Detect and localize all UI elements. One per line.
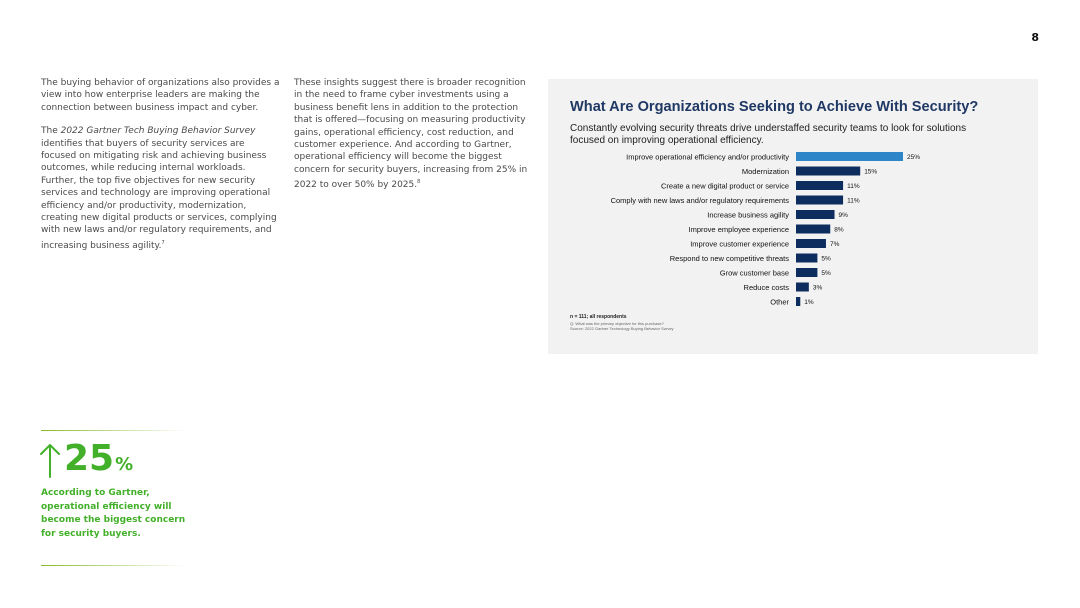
category-label: Reduce costs — [744, 283, 790, 292]
stat-number: 25 — [64, 438, 115, 479]
left-paragraph-2-body: identifies that buyers of security servi… — [41, 138, 277, 251]
page-number: 8 — [1031, 31, 1039, 44]
category-label: Increase business agility — [707, 211, 789, 220]
bar-value-label: 9% — [839, 212, 849, 219]
category-label: Other — [770, 298, 789, 307]
category-label: Improve customer experience — [690, 240, 789, 249]
category-label: Grow customer base — [720, 269, 789, 278]
bar-value-label: 8% — [834, 227, 844, 234]
middle-paragraph-1: These insights suggest there is broader … — [294, 77, 529, 192]
stat-unit: % — [115, 454, 134, 475]
category-label: Create a new digital product or service — [661, 182, 789, 191]
bar — [796, 181, 844, 190]
bar — [796, 268, 818, 277]
bar — [796, 152, 903, 161]
bar-value-label: 7% — [830, 241, 840, 248]
footnote-ref-8: 8 — [417, 179, 421, 186]
left-paragraph-1: The buying behavior of organizations als… — [41, 78, 280, 113]
chart-panel: What Are Organizations Seeking to Achiev… — [548, 79, 1038, 354]
category-label: Modernization — [742, 167, 789, 176]
category-label: Improve employee experience — [689, 225, 789, 234]
bar-value-label: 5% — [821, 270, 831, 277]
category-label: Respond to new competitive threats — [670, 254, 789, 263]
chart-subtitle: Constantly evolving security threats dri… — [570, 123, 967, 146]
middle-paragraph-1-body: These insights suggest there is broader … — [294, 78, 528, 191]
bar — [796, 282, 809, 292]
stat-caption: According to Gartner, operational effici… — [41, 488, 186, 539]
stat-divider-top — [41, 430, 186, 431]
middle-text-column: These insights suggest there is broader … — [294, 77, 529, 203]
bar — [796, 210, 835, 219]
chart-source: Source: 2022 Gartner Technology Buying B… — [570, 326, 674, 331]
up-arrow-icon — [40, 444, 60, 478]
stat-divider-bottom — [41, 565, 186, 566]
bar-value-label: 1% — [804, 299, 814, 306]
footnote-ref-7: 7 — [161, 239, 165, 246]
chart-question: Q: What was the primary objective for th… — [570, 321, 664, 326]
survey-title: 2022 Gartner Tech Buying Behavior Survey — [60, 126, 256, 137]
bar-chart: Improve operational efficiency and/or pr… — [611, 152, 920, 307]
left-paragraph-2: The 2022 Gartner Tech Buying Behavior Su… — [41, 125, 281, 252]
bar-value-label: 11% — [847, 183, 860, 190]
bar — [796, 195, 844, 205]
bar — [796, 297, 801, 306]
left-text-column: The buying behavior of organizations als… — [41, 77, 281, 263]
chart-footnotes: n = 111; all respondents Q: What was the… — [570, 314, 674, 331]
bar — [796, 253, 818, 263]
left-paragraph-2-prefix: The — [41, 126, 61, 137]
bar — [796, 166, 861, 176]
category-label: Comply with new laws and/or regulatory r… — [611, 196, 790, 205]
chart-sample-size: n = 111; all respondents — [570, 314, 627, 320]
bar — [796, 239, 826, 248]
chart-title: What Are Organizations Seeking to Achiev… — [570, 99, 979, 115]
bar-value-label: 15% — [864, 169, 877, 176]
bar-value-label: 11% — [847, 198, 860, 205]
bar-value-label: 5% — [821, 256, 831, 263]
category-label: Improve operational efficiency and/or pr… — [626, 153, 789, 162]
stat-callout: 25% — [39, 440, 133, 478]
bar-value-label: 3% — [813, 285, 823, 292]
bar — [796, 224, 831, 234]
bar-value-label: 25% — [907, 154, 920, 161]
